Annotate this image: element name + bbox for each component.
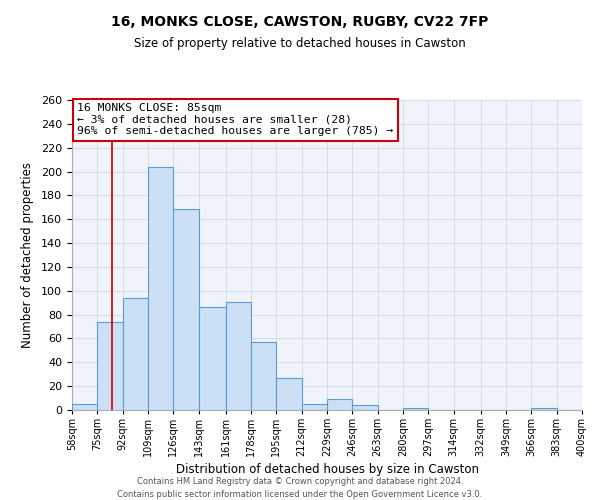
Bar xyxy=(226,302,251,410)
Bar xyxy=(199,308,226,410)
Text: Contains public sector information licensed under the Open Government Licence v3: Contains public sector information licen… xyxy=(118,490,482,499)
Bar xyxy=(97,322,123,410)
Bar xyxy=(352,405,378,410)
Text: Contains HM Land Registry data © Crown copyright and database right 2024.: Contains HM Land Registry data © Crown c… xyxy=(137,478,463,486)
X-axis label: Distribution of detached houses by size in Cawston: Distribution of detached houses by size … xyxy=(176,464,479,476)
Text: Size of property relative to detached houses in Cawston: Size of property relative to detached ho… xyxy=(134,38,466,51)
Bar xyxy=(302,404,327,410)
Bar xyxy=(123,298,148,410)
Text: 16, MONKS CLOSE, CAWSTON, RUGBY, CV22 7FP: 16, MONKS CLOSE, CAWSTON, RUGBY, CV22 7F… xyxy=(112,15,488,29)
Y-axis label: Number of detached properties: Number of detached properties xyxy=(21,162,34,348)
Bar xyxy=(148,167,173,410)
Bar xyxy=(531,408,557,410)
Bar xyxy=(251,342,276,410)
Text: 16 MONKS CLOSE: 85sqm
← 3% of detached houses are smaller (28)
96% of semi-detac: 16 MONKS CLOSE: 85sqm ← 3% of detached h… xyxy=(77,103,394,136)
Bar xyxy=(327,400,352,410)
Bar xyxy=(403,408,428,410)
Bar xyxy=(276,378,302,410)
Bar xyxy=(72,404,97,410)
Bar xyxy=(173,208,199,410)
